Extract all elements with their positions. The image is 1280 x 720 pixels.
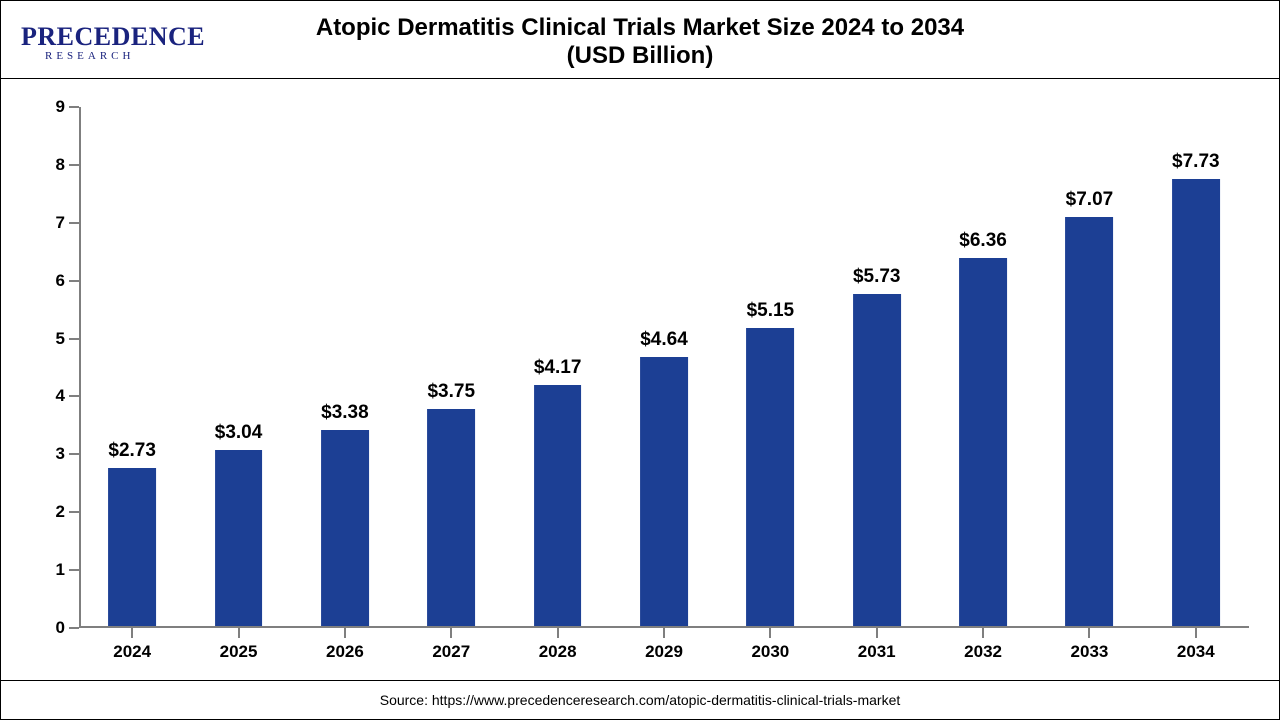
x-tick — [557, 628, 559, 638]
bar-value-label: $6.36 — [959, 230, 1007, 252]
x-axis-label: 2032 — [964, 642, 1002, 662]
y-axis-label: 5 — [56, 329, 65, 349]
bar: $3.04 — [215, 450, 263, 626]
bar-value-label: $4.64 — [640, 329, 688, 351]
y-tick — [69, 511, 79, 513]
x-tick — [450, 628, 452, 638]
y-tick — [69, 222, 79, 224]
x-axis-label: 2025 — [220, 642, 258, 662]
bar: $5.73 — [853, 294, 901, 626]
y-axis-label: 0 — [56, 618, 65, 638]
y-axis-label: 9 — [56, 97, 65, 117]
source-text: Source: https://www.precedenceresearch.c… — [380, 692, 901, 708]
bar: $7.07 — [1066, 217, 1114, 626]
chart-title: Atopic Dermatitis Clinical Trials Market… — [221, 14, 1059, 70]
bar-value-label: $5.73 — [853, 266, 901, 288]
y-axis-label: 3 — [56, 444, 65, 464]
chart-title-line2: (USD Billion) — [221, 42, 1059, 70]
header: PRECEDENCE RESEARCH Atopic Dermatitis Cl… — [1, 1, 1279, 79]
logo-sub: RESEARCH — [45, 50, 205, 62]
x-tick — [1195, 628, 1197, 638]
bar: $2.73 — [108, 468, 156, 626]
x-tick — [663, 628, 665, 638]
y-tick — [69, 395, 79, 397]
title-box: Atopic Dermatitis Clinical Trials Market… — [221, 14, 1059, 70]
y-axis-label: 1 — [56, 560, 65, 580]
bar-value-label: $3.38 — [321, 402, 369, 424]
bar-value-label: $3.75 — [427, 381, 475, 403]
y-tick — [69, 164, 79, 166]
brand-logo: PRECEDENCE RESEARCH — [21, 22, 221, 62]
x-axis-label: 2028 — [539, 642, 577, 662]
y-axis-label: 2 — [56, 502, 65, 522]
x-tick — [131, 628, 133, 638]
chart-title-line1: Atopic Dermatitis Clinical Trials Market… — [221, 14, 1059, 42]
logo-main: PRECEDENCE — [21, 22, 205, 51]
x-tick — [769, 628, 771, 638]
x-axis-label: 2029 — [645, 642, 683, 662]
bar: $4.17 — [534, 385, 582, 626]
plot-container: 0 1 2 3 4 5 6 7 8 9 2024 $2.73 2025 $3.04 2026 $3.38 202… — [1, 79, 1279, 681]
bar-value-label: $7.07 — [1066, 189, 1114, 211]
x-tick — [344, 628, 346, 638]
source-line: Source: https://www.precedenceresearch.c… — [1, 681, 1279, 719]
x-axis-label: 2034 — [1177, 642, 1215, 662]
plot-area: 01234567892024$2.732025$3.042026$3.38202… — [79, 107, 1249, 628]
x-tick — [238, 628, 240, 638]
x-axis-label: 2027 — [432, 642, 470, 662]
bar-value-label: $7.73 — [1172, 151, 1220, 173]
y-tick — [69, 106, 79, 108]
x-tick — [982, 628, 984, 638]
y-axis-label: 8 — [56, 155, 65, 175]
bar: $6.36 — [959, 258, 1007, 626]
y-tick — [69, 453, 79, 455]
y-axis-label: 4 — [56, 386, 65, 406]
x-axis-label: 2030 — [751, 642, 789, 662]
logo-text: PRECEDENCE RESEARCH — [21, 22, 205, 62]
bar-value-label: $3.04 — [215, 422, 263, 444]
bar: $7.73 — [1172, 179, 1220, 626]
x-tick — [876, 628, 878, 638]
x-axis-label: 2031 — [858, 642, 896, 662]
y-tick — [69, 280, 79, 282]
bar: $5.15 — [746, 328, 794, 626]
bar-value-label: $5.15 — [747, 300, 795, 322]
x-tick — [1088, 628, 1090, 638]
bar: $3.38 — [321, 430, 369, 626]
y-tick — [69, 569, 79, 571]
y-axis — [79, 107, 81, 628]
bar-value-label: $2.73 — [108, 440, 156, 462]
y-tick — [69, 338, 79, 340]
x-axis-label: 2033 — [1071, 642, 1109, 662]
bar: $4.64 — [640, 357, 688, 626]
y-tick — [69, 627, 79, 629]
x-axis-label: 2024 — [113, 642, 151, 662]
y-axis-label: 7 — [56, 213, 65, 233]
bar: $3.75 — [427, 409, 475, 626]
x-axis-label: 2026 — [326, 642, 364, 662]
y-axis-label: 6 — [56, 271, 65, 291]
bar-value-label: $4.17 — [534, 357, 582, 379]
